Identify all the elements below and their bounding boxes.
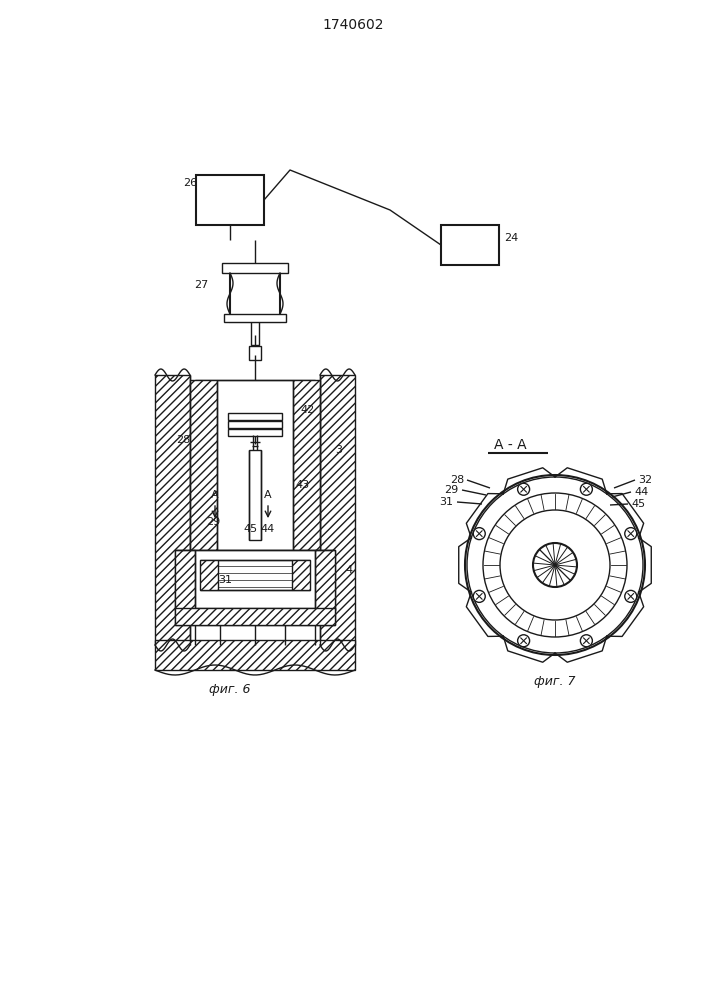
Circle shape [625, 590, 637, 602]
Polygon shape [155, 640, 355, 670]
Text: 4: 4 [345, 565, 352, 575]
Circle shape [465, 475, 645, 655]
Text: 27: 27 [194, 280, 208, 290]
Text: 28: 28 [176, 435, 190, 445]
Text: 43: 43 [295, 480, 309, 490]
Bar [249, 346, 261, 360]
Bar [249, 450, 261, 540]
Bar [228, 413, 282, 420]
Circle shape [580, 635, 592, 647]
Text: 42: 42 [300, 405, 314, 415]
Polygon shape [155, 375, 190, 645]
Text: A: A [264, 490, 271, 500]
Polygon shape [175, 608, 335, 625]
Bar [195, 380, 315, 550]
Text: 3: 3 [335, 445, 342, 455]
Circle shape [500, 510, 610, 620]
Circle shape [533, 543, 577, 587]
Polygon shape [200, 560, 218, 590]
Text: 32: 32 [638, 475, 652, 485]
Text: 31: 31 [439, 497, 453, 507]
Polygon shape [292, 560, 310, 590]
Polygon shape [190, 380, 217, 550]
Bar [251, 320, 259, 345]
Bar [175, 550, 335, 610]
Polygon shape [320, 375, 355, 645]
Circle shape [518, 483, 530, 495]
Circle shape [473, 590, 485, 602]
Text: 45: 45 [631, 499, 645, 509]
Text: 44: 44 [634, 487, 648, 497]
Circle shape [473, 528, 485, 540]
Text: фиг. 7: фиг. 7 [534, 676, 575, 688]
Text: A - A: A - A [493, 438, 526, 452]
Text: 44: 44 [261, 524, 275, 534]
Polygon shape [293, 380, 320, 550]
Bar [224, 314, 286, 322]
Text: 1740602: 1740602 [322, 18, 384, 32]
Text: 26: 26 [183, 178, 197, 188]
Polygon shape [175, 550, 195, 610]
Text: 45: 45 [243, 524, 257, 534]
Text: 31: 31 [218, 575, 232, 585]
Bar [196, 175, 264, 225]
Polygon shape [315, 550, 335, 610]
Circle shape [625, 528, 637, 540]
Text: 29: 29 [444, 485, 458, 495]
Bar [441, 225, 499, 265]
Text: 28: 28 [450, 475, 464, 485]
Bar [228, 429, 282, 436]
Text: 24: 24 [504, 233, 518, 243]
Circle shape [580, 483, 592, 495]
Bar [228, 421, 282, 428]
Text: A: A [211, 490, 218, 500]
Text: 29: 29 [206, 517, 220, 527]
Circle shape [483, 493, 627, 637]
Bar [175, 608, 335, 625]
Bar [230, 267, 280, 322]
Circle shape [518, 635, 530, 647]
Bar [222, 263, 288, 273]
Text: фиг. 6: фиг. 6 [209, 684, 251, 696]
